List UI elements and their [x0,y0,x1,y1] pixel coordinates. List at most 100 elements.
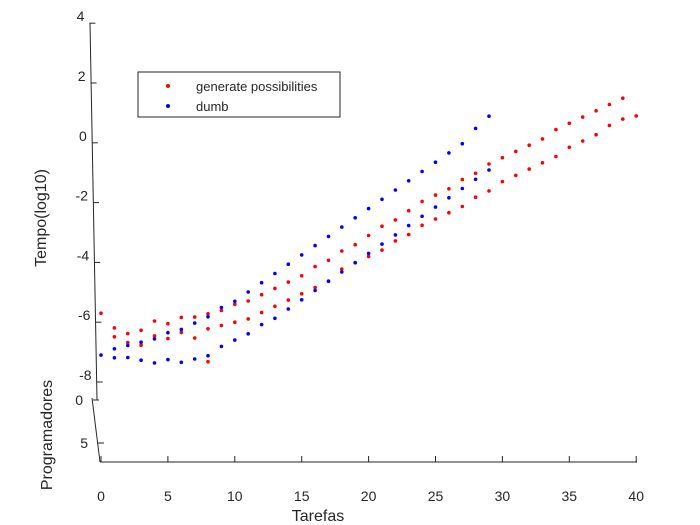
z-tick-label: 0 [79,128,87,144]
point-generate-possibilities [621,117,625,121]
point-dumb [353,216,358,220]
y-tick-label: 5 [80,435,88,451]
point-dumb [206,353,210,358]
point-generate-possibilities [406,208,411,213]
point-dumb [313,243,317,248]
point-generate-possibilities [166,336,170,341]
point-generate-possibilities [139,343,143,348]
point-generate-possibilities [246,299,250,303]
point-generate-possibilities [634,114,638,118]
point-generate-possibilities [473,171,478,176]
y-axis-label: Programadores [39,380,56,490]
point-dumb [340,225,344,229]
point-generate-possibilities [126,340,130,345]
point-dumb [219,305,224,310]
point-dumb [112,356,117,360]
point-generate-possibilities [206,312,210,316]
x-tick-label: 35 [562,488,578,504]
point-dumb [139,358,143,363]
point-generate-possibilities [473,195,478,199]
point-generate-possibilities [406,232,411,237]
point-generate-possibilities [580,139,585,143]
x-tick-label: 10 [227,488,243,504]
point-generate-possibilities [299,292,304,296]
point-generate-possibilities [259,292,264,297]
point-generate-possibilities [487,162,491,166]
z-tick-label: -8 [79,367,92,383]
point-generate-possibilities [433,217,438,221]
point-generate-possibilities [286,298,291,302]
z-axis-label: Tempo(log10) [33,169,50,267]
x-axis-label: Tarefas [292,508,344,525]
point-generate-possibilities [112,326,117,330]
point-dumb [233,338,237,342]
point-generate-possibilities [246,317,250,321]
point-generate-possibilities [607,102,612,107]
point-generate-possibilities [500,179,505,184]
z-tick-label: -6 [78,307,91,323]
point-generate-possibilities [594,132,598,137]
point-generate-possibilities [99,311,103,316]
point-dumb [420,169,424,174]
point-generate-possibilities [366,254,371,259]
point-dumb [420,214,424,219]
point-dumb [126,355,130,360]
point-generate-possibilities [393,239,398,243]
point-dumb [152,337,157,341]
point-dumb [166,330,170,335]
point-generate-possibilities [152,319,157,323]
x-tick-label: 25 [428,488,444,504]
point-dumb [233,299,237,304]
point-generate-possibilities [259,310,264,315]
point-generate-possibilities [554,154,558,159]
z-tick-label: -2 [76,188,89,204]
point-dumb [313,288,317,293]
point-generate-possibilities [447,210,451,215]
point-dumb [139,340,143,345]
point-generate-possibilities [353,242,358,247]
point-generate-possibilities [192,336,197,340]
point-generate-possibilities [514,149,518,154]
x-tick-label: 5 [164,488,172,504]
point-dumb [166,357,170,362]
point-dumb [219,344,224,349]
point-generate-possibilities [179,315,184,320]
point-generate-possibilities [326,258,331,263]
point-dumb [447,151,451,155]
point-generate-possibilities [166,321,170,326]
point-generate-possibilities [206,327,210,331]
point-generate-possibilities [273,304,277,309]
legend-marker-dumb [166,104,170,108]
point-dumb [433,160,438,164]
point-generate-possibilities [233,320,237,325]
point-dumb [246,332,250,336]
point-generate-possibilities [366,233,371,238]
point-generate-possibilities [514,173,518,178]
point-dumb [393,233,398,237]
point-dumb [246,290,250,294]
x-tick-label: 15 [294,488,310,504]
point-dumb [406,223,411,228]
point-dumb [286,307,291,311]
point-dumb [192,321,197,325]
point-generate-possibilities [152,334,157,338]
point-generate-possibilities [540,137,545,141]
point-dumb [433,205,438,209]
point-generate-possibilities [460,204,465,209]
point-generate-possibilities [567,145,572,150]
point-dumb [380,197,384,202]
point-generate-possibilities [206,359,210,364]
point-generate-possibilities [340,267,344,271]
point-generate-possibilities [540,161,545,165]
point-dumb [192,357,197,361]
point-generate-possibilities [219,308,224,313]
point-generate-possibilities [594,109,598,113]
point-dumb [353,260,358,265]
x-tick-label: 20 [361,488,377,504]
point-dumb [473,177,478,182]
point-generate-possibilities [112,335,117,339]
point-generate-possibilities [460,177,465,182]
point-generate-possibilities [527,167,531,171]
